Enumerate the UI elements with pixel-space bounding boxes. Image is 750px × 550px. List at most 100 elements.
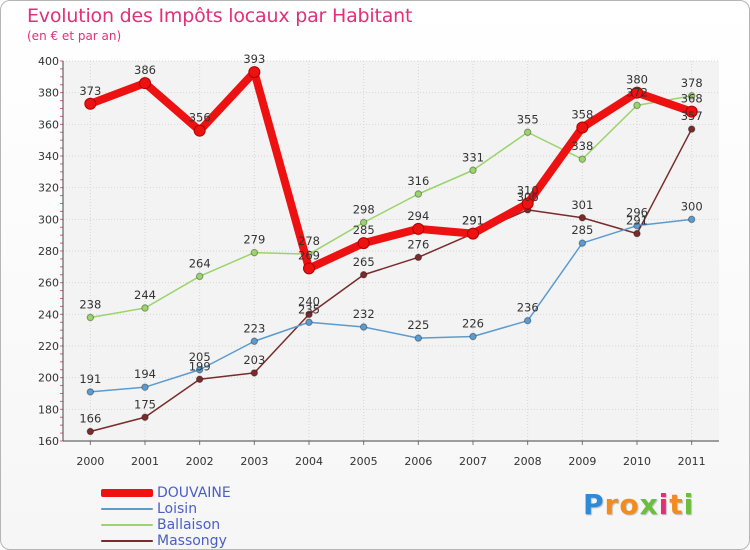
data-label-massongy: 291 [626,214,648,228]
y-tick-label: 360 [38,118,59,131]
data-point-douvaine [521,197,534,210]
y-tick-label: 280 [38,245,59,258]
data-point-ballaison [414,190,423,198]
data-label-ballaison: 338 [571,139,593,153]
data-point-ballaison [687,92,696,100]
logo-letter: i [683,488,695,521]
data-point-ballaison [86,313,95,322]
x-tick-label: 2004 [295,455,323,468]
data-point-loisin [414,334,423,342]
data-label-loisin: 194 [134,367,156,381]
data-point-ballaison [633,101,641,110]
data-point-douvaine [467,227,479,240]
data-point-massongy [195,375,204,383]
data-label-loisin: 296 [626,206,648,220]
x-tick-label: 2001 [131,455,159,468]
series-line-ballaison [89,95,693,319]
data-label-massongy: 175 [134,397,156,411]
data-point-douvaine [576,121,589,134]
data-label-loisin: 225 [407,318,429,332]
chart-subtitle: (en € et par an) [27,29,122,43]
data-point-loisin [578,239,587,247]
y-tick-label: 200 [38,372,59,385]
chart-legend: DOUVAINE Loisin Ballaison Massongy [101,485,231,549]
data-point-massongy [633,229,641,238]
data-label-loisin: 232 [353,307,375,321]
data-point-loisin [250,337,259,345]
series-line-massongy [89,128,693,433]
data-point-douvaine [357,237,370,250]
data-point-douvaine [412,222,425,235]
x-tick-label: 2010 [623,455,651,468]
y-tick-label: 180 [38,403,59,416]
data-point-massongy [687,125,696,133]
data-label-ballaison: 372 [626,85,648,99]
data-point-ballaison [195,272,204,281]
data-point-douvaine [303,262,315,275]
x-tick-label: 2009 [568,455,596,468]
data-label-douvaine: 373 [79,84,101,98]
legend-label: Massongy [157,533,227,549]
data-point-ballaison [359,218,368,227]
data-point-massongy [578,214,587,222]
data-label-douvaine: 356 [189,111,211,125]
legend-swatch [101,508,153,510]
logo-letter: t [669,488,684,521]
x-tick-label: 2006 [404,455,432,468]
data-point-massongy [86,427,95,436]
logo-letter: r [604,488,620,521]
y-tick-label: 260 [38,277,59,290]
data-label-massongy: 240 [298,294,320,308]
data-label-loisin: 235 [298,302,320,316]
x-tick-label: 2000 [76,455,104,468]
data-label-ballaison: 378 [681,76,703,90]
data-label-massongy: 265 [353,255,375,269]
data-label-douvaine: 368 [681,92,703,106]
data-label-douvaine: 393 [243,52,265,66]
data-label-loisin: 223 [243,321,265,335]
data-label-douvaine: 380 [626,73,648,87]
data-point-loisin [141,383,149,391]
legend-item-douvaine: DOUVAINE [101,485,231,501]
legend-item-ballaison: Ballaison [101,517,231,533]
data-point-douvaine [248,66,261,79]
legend-label: Ballaison [157,517,221,533]
data-point-ballaison [578,155,587,163]
logo-letter: x [639,488,659,521]
data-point-massongy [305,310,313,319]
data-label-ballaison: 331 [462,150,484,164]
data-point-douvaine [685,105,698,118]
data-point-loisin [86,388,95,396]
data-label-ballaison: 279 [243,233,265,247]
data-point-massongy [414,253,423,262]
data-label-massongy: 301 [571,198,593,212]
data-label-loisin: 205 [189,350,211,364]
data-label-massongy: 166 [79,412,101,426]
series-line-douvaine [86,68,696,273]
data-label-ballaison: 355 [517,112,539,126]
legend-swatch [101,489,153,497]
data-point-massongy [359,271,368,279]
data-point-loisin [523,316,532,325]
data-label-massongy: 291 [462,214,484,228]
x-tick-label: 2008 [514,455,542,468]
y-tick-label: 220 [38,340,59,353]
data-point-ballaison [250,248,259,257]
data-point-ballaison [141,304,149,312]
data-label-loisin: 285 [571,223,593,237]
legend-swatch [101,540,153,542]
data-label-ballaison: 238 [79,298,101,312]
data-label-ballaison: 298 [353,203,375,217]
x-tick-label: 2002 [186,455,214,468]
y-tick-label: 400 [38,55,59,68]
x-tick-label: 2011 [678,455,706,468]
plot-area [63,61,719,441]
data-label-douvaine: 285 [353,223,375,237]
legend-label: Loisin [157,501,198,517]
data-point-douvaine [631,86,643,99]
data-point-loisin [469,332,477,341]
data-label-ballaison: 244 [134,288,156,302]
data-label-loisin: 300 [681,199,703,213]
proxiti-logo: Proxiti [583,488,694,521]
